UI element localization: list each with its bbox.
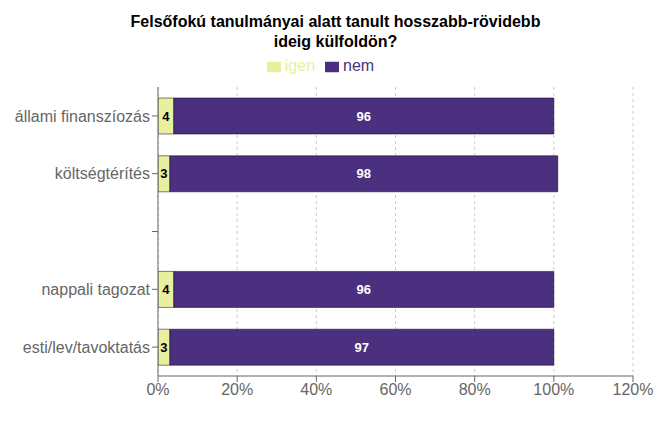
html-text:nem: nem (343, 57, 375, 74)
svg-text:nappali tagozat: nappali tagozat (41, 281, 150, 298)
svg-text:98: 98 (357, 166, 371, 181)
svg-text:97: 97 (355, 340, 369, 355)
svg-text:esti/lev/tavoktatás: esti/lev/tavoktatás (23, 339, 150, 356)
svg-text:3: 3 (160, 340, 167, 355)
svg-text:60%: 60% (379, 381, 411, 398)
svg-text:96: 96 (357, 109, 371, 124)
svg-text:100%: 100% (533, 381, 574, 398)
svg-text:3: 3 (160, 166, 167, 181)
svg-text:0%: 0% (146, 381, 169, 398)
svg-text:120%: 120% (613, 381, 654, 398)
svg-text:költségtérítés: költségtérítés (55, 165, 150, 182)
svg-text:80%: 80% (459, 381, 491, 398)
html-text:igen: igen (284, 57, 316, 74)
svg-text:40%: 40% (300, 381, 332, 398)
html-text:Felsőfokú tanulmányai alatt ta: Felsőfokú tanulmányai alatt tanult hossz… (130, 13, 541, 30)
svg-text:4: 4 (162, 282, 170, 297)
svg-text:96: 96 (357, 282, 371, 297)
svg-text:4: 4 (162, 109, 170, 124)
svg-text:állami finanszíozás: állami finanszíozás (15, 108, 150, 125)
svg-text:20%: 20% (221, 381, 253, 398)
html-text:ideig külfoldön?: ideig külfoldön? (273, 33, 398, 50)
